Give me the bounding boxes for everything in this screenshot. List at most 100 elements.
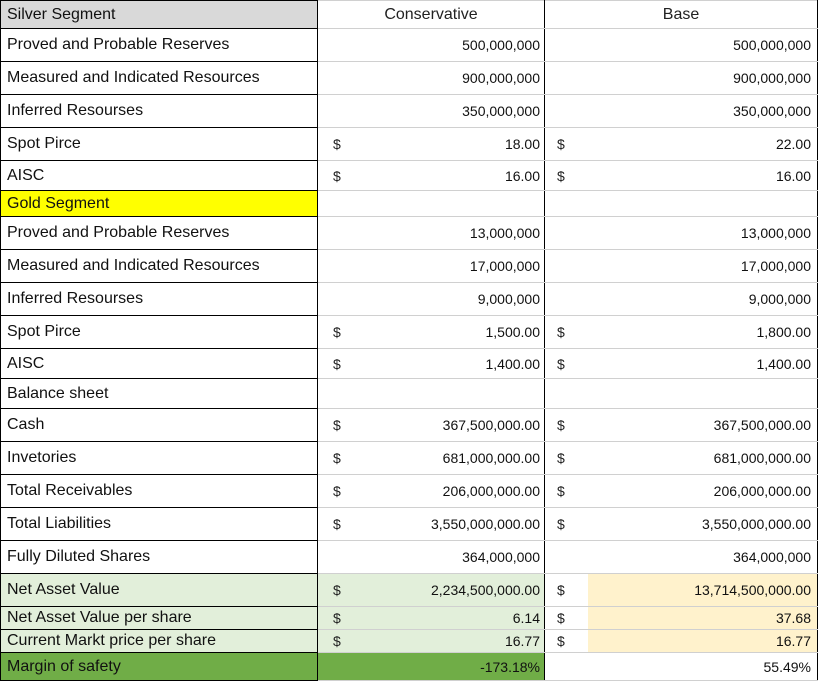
row-label[interactable]: Inferred Resourses — [0, 94, 318, 128]
row-label[interactable]: Measured and Indicated Resources — [0, 249, 318, 283]
cons-dollar[interactable] — [317, 282, 368, 316]
row-label[interactable]: Margin of safety — [0, 652, 318, 681]
base-value[interactable]: 1,800.00 — [587, 315, 818, 349]
base-dollar[interactable] — [544, 282, 588, 316]
row-label[interactable]: Proved and Probable Reserves — [0, 28, 318, 62]
base-value[interactable]: 500,000,000 — [587, 28, 818, 62]
base-value[interactable] — [587, 378, 818, 409]
cons-value[interactable]: 3,550,000,000.00 — [367, 507, 545, 541]
base-value[interactable]: 16.00 — [587, 160, 818, 191]
cons-value[interactable]: 18.00 — [367, 127, 545, 161]
base-dollar[interactable]: $ — [544, 315, 588, 349]
cons-value[interactable]: 16.77 — [367, 629, 545, 653]
cons-value[interactable]: 206,000,000.00 — [367, 474, 545, 508]
row-label[interactable]: Total Liabilities — [0, 507, 318, 541]
base-value[interactable]: 367,500,000.00 — [587, 408, 818, 442]
cons-value[interactable]: 681,000,000.00 — [367, 441, 545, 475]
base-value[interactable] — [587, 190, 818, 217]
base-value[interactable]: 37.68 — [587, 606, 818, 630]
base-dollar[interactable] — [544, 94, 588, 128]
cons-value[interactable]: 16.00 — [367, 160, 545, 191]
cons-dollar[interactable]: $ — [317, 441, 368, 475]
cons-dollar[interactable] — [317, 249, 368, 283]
base-dollar[interactable]: $ — [544, 348, 588, 379]
base-dollar[interactable]: $ — [544, 629, 588, 653]
cons-dollar[interactable] — [317, 28, 368, 62]
base-dollar[interactable]: $ — [544, 507, 588, 541]
row-label[interactable]: Gold Segment — [0, 190, 318, 217]
cons-dollar[interactable] — [317, 378, 368, 409]
row-label[interactable]: Current Markt price per share — [0, 629, 318, 653]
cons-dollar[interactable]: $ — [317, 408, 368, 442]
row-label[interactable]: Total Receivables — [0, 474, 318, 508]
cons-value[interactable]: 900,000,000 — [367, 61, 545, 95]
base-dollar[interactable] — [544, 190, 588, 217]
base-dollar[interactable] — [544, 652, 588, 681]
base-value[interactable]: 681,000,000.00 — [587, 441, 818, 475]
cons-dollar[interactable]: $ — [317, 573, 368, 607]
base-dollar[interactable]: $ — [544, 573, 588, 607]
cons-value[interactable]: -173.18% — [367, 652, 545, 681]
base-value[interactable]: 350,000,000 — [587, 94, 818, 128]
row-label[interactable]: Cash — [0, 408, 318, 442]
cons-dollar[interactable]: $ — [317, 160, 368, 191]
base-dollar[interactable] — [544, 378, 588, 409]
row-label[interactable]: Spot Pirce — [0, 315, 318, 349]
cons-dollar[interactable] — [317, 61, 368, 95]
cons-value[interactable]: 2,234,500,000.00 — [367, 573, 545, 607]
cons-value[interactable]: 1,400.00 — [367, 348, 545, 379]
cons-value[interactable] — [367, 378, 545, 409]
row-label[interactable]: Net Asset Value — [0, 573, 318, 607]
base-dollar[interactable] — [544, 540, 588, 574]
cons-dollar[interactable]: $ — [317, 315, 368, 349]
cons-value[interactable]: 364,000,000 — [367, 540, 545, 574]
base-dollar[interactable]: $ — [544, 408, 588, 442]
cons-dollar[interactable] — [317, 190, 368, 217]
cons-value[interactable]: 1,500.00 — [367, 315, 545, 349]
row-label[interactable]: Measured and Indicated Resources — [0, 61, 318, 95]
row-label[interactable]: AISC — [0, 160, 318, 191]
row-label[interactable]: Inferred Resourses — [0, 282, 318, 316]
base-value[interactable]: 364,000,000 — [587, 540, 818, 574]
cons-dollar[interactable] — [317, 94, 368, 128]
base-value[interactable]: 13,714,500,000.00 — [587, 573, 818, 607]
cons-value[interactable]: 367,500,000.00 — [367, 408, 545, 442]
column-header-base[interactable]: Base — [544, 0, 818, 29]
cons-dollar[interactable]: $ — [317, 127, 368, 161]
cons-value[interactable]: 6.14 — [367, 606, 545, 630]
base-value[interactable]: 3,550,000,000.00 — [587, 507, 818, 541]
base-value[interactable]: 22.00 — [587, 127, 818, 161]
base-dollar[interactable] — [544, 249, 588, 283]
cons-value[interactable]: 500,000,000 — [367, 28, 545, 62]
base-value[interactable]: 13,000,000 — [587, 216, 818, 250]
base-value[interactable]: 1,400.00 — [587, 348, 818, 379]
row-label[interactable]: Balance sheet — [0, 378, 318, 409]
cons-dollar[interactable] — [317, 216, 368, 250]
row-label[interactable]: Net Asset Value per share — [0, 606, 318, 630]
base-value[interactable]: 16.77 — [587, 629, 818, 653]
cons-dollar[interactable]: $ — [317, 507, 368, 541]
cons-value[interactable] — [367, 190, 545, 217]
base-dollar[interactable]: $ — [544, 160, 588, 191]
cons-value[interactable]: 13,000,000 — [367, 216, 545, 250]
row-label[interactable]: Invetories — [0, 441, 318, 475]
base-dollar[interactable]: $ — [544, 474, 588, 508]
row-label[interactable]: Proved and Probable Reserves — [0, 216, 318, 250]
base-value[interactable]: 900,000,000 — [587, 61, 818, 95]
cons-dollar[interactable]: $ — [317, 474, 368, 508]
base-value[interactable]: 206,000,000.00 — [587, 474, 818, 508]
cell-silver-segment-header[interactable]: Silver Segment — [0, 0, 318, 29]
base-value[interactable]: 17,000,000 — [587, 249, 818, 283]
base-dollar[interactable] — [544, 61, 588, 95]
row-label[interactable]: Fully Diluted Shares — [0, 540, 318, 574]
base-dollar[interactable] — [544, 216, 588, 250]
row-label[interactable]: Spot Pirce — [0, 127, 318, 161]
row-label[interactable]: AISC — [0, 348, 318, 379]
cons-dollar[interactable]: $ — [317, 629, 368, 653]
cons-value[interactable]: 350,000,000 — [367, 94, 545, 128]
column-header-conservative[interactable]: Conservative — [317, 0, 545, 29]
base-dollar[interactable]: $ — [544, 441, 588, 475]
base-dollar[interactable]: $ — [544, 606, 588, 630]
cons-dollar[interactable] — [317, 652, 368, 681]
base-value[interactable]: 9,000,000 — [587, 282, 818, 316]
